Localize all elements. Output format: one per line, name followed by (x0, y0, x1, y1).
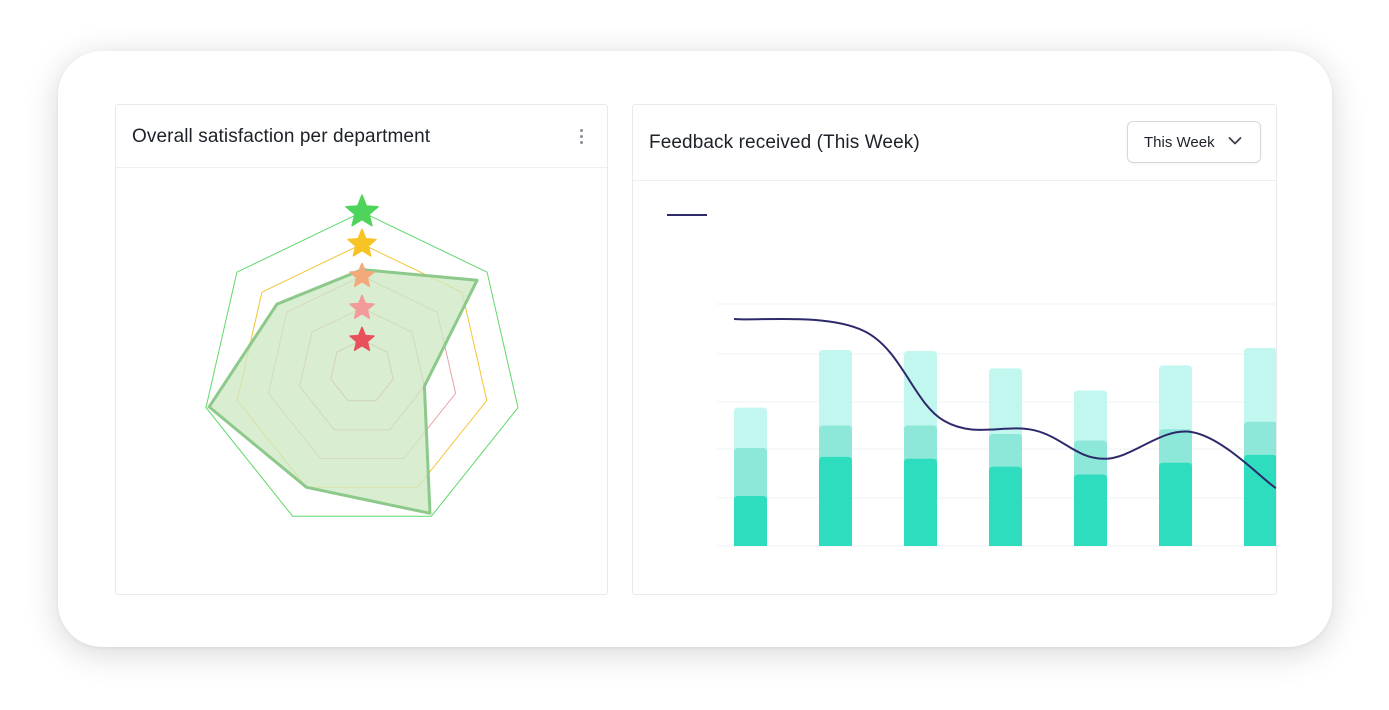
feedback-card: Feedback received (This Week) This Week (632, 104, 1277, 595)
satisfaction-card-title: Overall satisfaction per department (132, 126, 431, 147)
bar-segment (1159, 462, 1192, 546)
star-icon (345, 194, 379, 227)
bar-segment (989, 466, 1022, 546)
feedback-card-title: Feedback received (This Week) (649, 132, 920, 153)
period-select-value: This Week (1144, 134, 1215, 151)
bar-stack (989, 368, 1022, 546)
bar-stack (1159, 365, 1192, 546)
radar-level-star-4 (347, 228, 377, 257)
bar-stack (734, 407, 767, 546)
star-icon (349, 326, 375, 351)
star-icon (347, 228, 377, 257)
bar-stack (904, 351, 937, 546)
bar-stack (1074, 390, 1107, 546)
bar-segment (1244, 454, 1276, 546)
star-icon (349, 294, 375, 319)
radar-level-star-2 (349, 294, 375, 319)
star-icon (349, 262, 375, 287)
more-vertical-icon[interactable] (573, 126, 589, 146)
feedback-card-header: Feedback received (This Week) This Week (633, 105, 1276, 181)
satisfaction-card: Overall satisfaction per department (115, 104, 608, 595)
bar-segment (1074, 474, 1107, 546)
satisfaction-card-header: Overall satisfaction per department (116, 105, 607, 168)
feedback-bar-chart (667, 214, 1276, 547)
radar-data-area (207, 268, 479, 515)
bar-segment (904, 458, 937, 546)
bar-segment (819, 456, 852, 546)
trend-line (733, 317, 1276, 490)
bar-stack (1244, 348, 1276, 546)
period-select[interactable]: This Week (1127, 121, 1261, 163)
radar-level-star-5 (345, 194, 379, 227)
radar-level-star-1 (349, 326, 375, 351)
chevron-down-icon (1228, 137, 1242, 145)
bar-stack (819, 350, 852, 546)
radar-ring-5 (205, 211, 519, 517)
radar-level-star-3 (349, 262, 375, 287)
radar-chart (205, 194, 519, 517)
bar-segment (734, 496, 767, 546)
